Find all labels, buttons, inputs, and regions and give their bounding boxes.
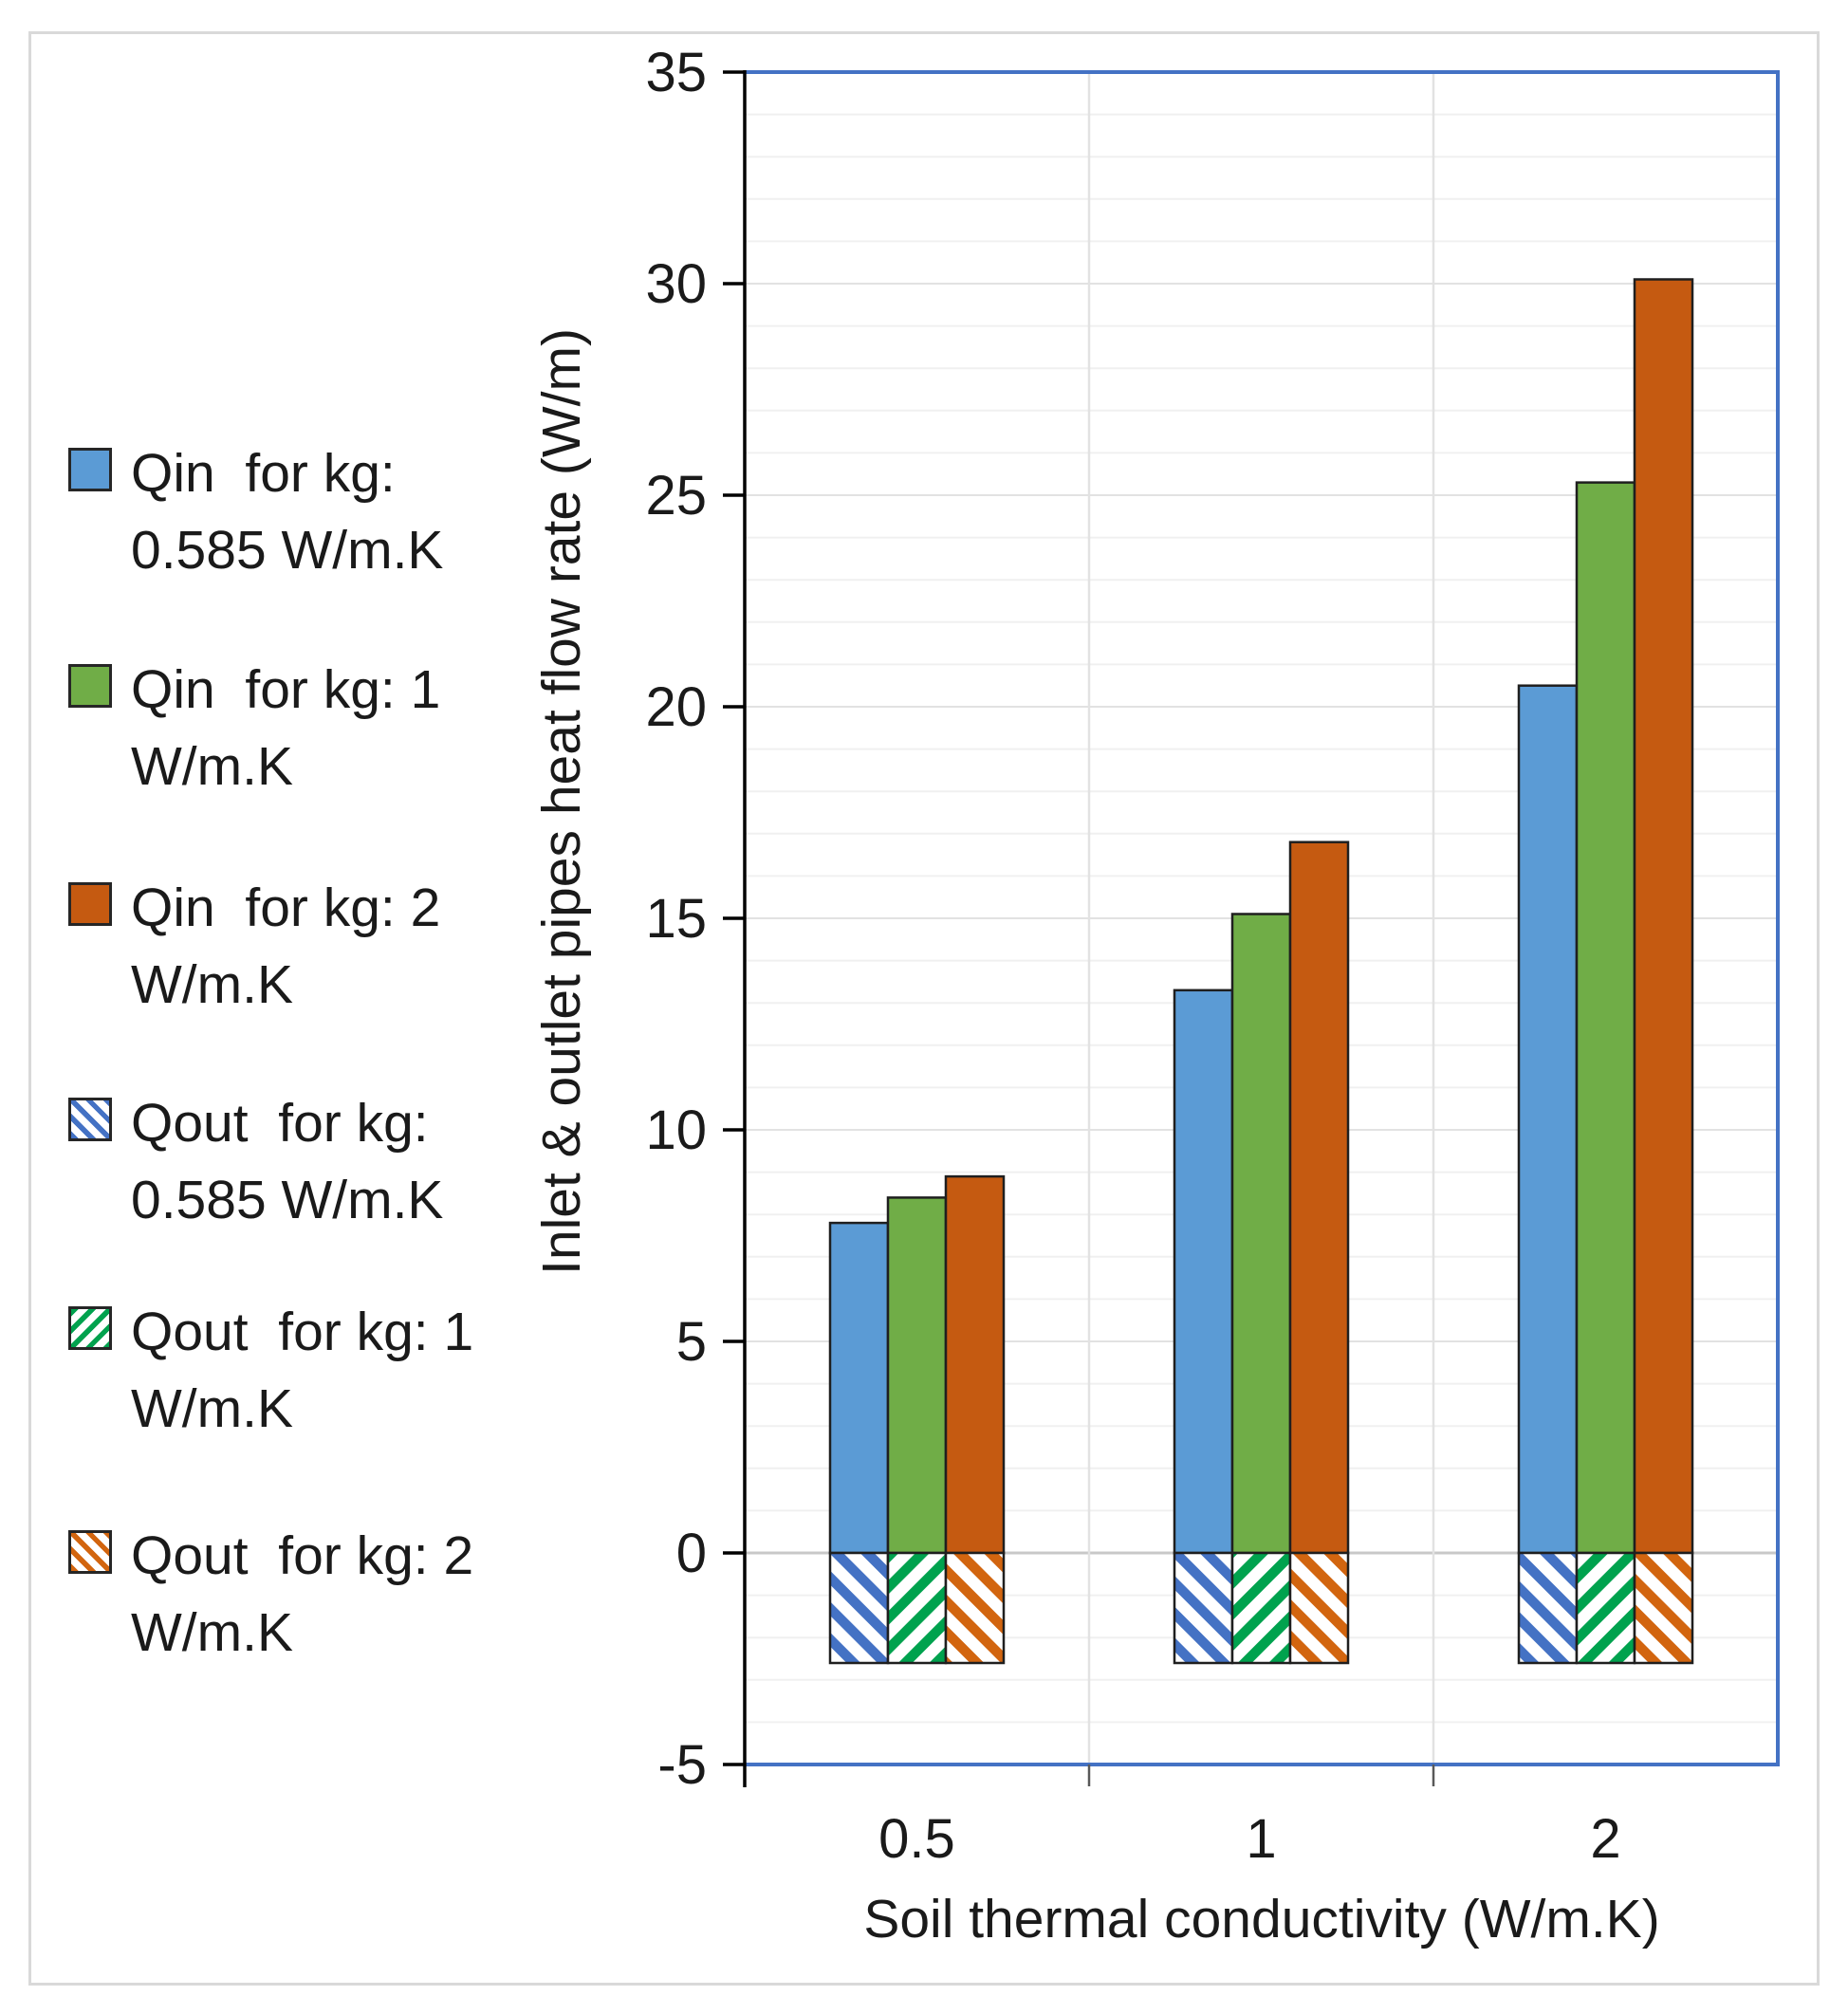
legend-swatch-hatch-icon (68, 1098, 112, 1141)
bar-series1-cat0 (886, 1196, 948, 1555)
legend-label: Qout for kg: 2 W/m.K (131, 1525, 474, 1663)
y-tick-label: 30 (645, 253, 707, 315)
bar-series2-cat2 (1633, 278, 1694, 1555)
y-tick-label: 15 (645, 888, 707, 950)
legend-item-2: Qin for kg: 2 W/m.K (68, 870, 440, 1024)
x-category-label: 1 (1246, 1808, 1276, 1870)
bar-series2-cat0 (944, 1174, 1006, 1555)
legend-label: Qin for kg: 2 W/m.K (131, 878, 441, 1015)
y-axis-title: Inlet & outlet pipes heat flow rate (W/m… (531, 328, 592, 1275)
legend-item-4: Qout for kg: 1 W/m.K (68, 1294, 473, 1448)
y-tick-label: 0 (676, 1523, 707, 1584)
x-category-label: 2 (1590, 1808, 1620, 1870)
legend-label: Qout for kg: 0.585 W/m.K (131, 1093, 444, 1230)
y-tick-label: 20 (645, 676, 707, 738)
legend-swatch-solid-icon (68, 882, 112, 926)
bar-series0-cat2 (1517, 684, 1579, 1555)
y-tick-label: -5 (657, 1734, 707, 1796)
x-category-label: 0.5 (878, 1808, 955, 1870)
legend-item-3: Qout for kg: 0.585 W/m.K (68, 1085, 443, 1239)
legend-swatch-hatch-icon (68, 1530, 112, 1574)
bar-series5-cat0 (944, 1551, 1006, 1665)
bar-series0-cat1 (1173, 989, 1234, 1555)
bar-series4-cat1 (1230, 1551, 1292, 1665)
bar-series5-cat1 (1288, 1551, 1350, 1665)
legend-item-1: Qin for kg: 1 W/m.K (68, 652, 440, 805)
y-tick-label: 35 (645, 42, 707, 103)
legend-item-0: Qin for kg: 0.585 W/m.K (68, 435, 443, 589)
legend: Qin for kg: 0.585 W/m.K Qin for kg: 1 W/m… (0, 0, 531, 2014)
bar-series5-cat2 (1633, 1551, 1694, 1665)
bar-series1-cat1 (1230, 913, 1292, 1555)
bar-series3-cat1 (1173, 1551, 1234, 1665)
x-axis: 0.5 1 2 (878, 1765, 1621, 1870)
y-tick-label: 5 (676, 1311, 707, 1373)
bar-series1-cat2 (1575, 481, 1636, 1555)
bar-series4-cat2 (1575, 1551, 1636, 1665)
y-axis: 35 30 25 20 15 10 5 0 -5 (645, 42, 747, 1796)
legend-label: Qin for kg: 1 W/m.K (131, 659, 441, 797)
x-axis-title: Soil thermal conductivity (W/m.K) (863, 1889, 1660, 1949)
legend-label: Qout for kg: 1 W/m.K (131, 1302, 474, 1439)
legend-label: Qin for kg: 0.585 W/m.K (131, 443, 444, 581)
bar-series4-cat0 (886, 1551, 948, 1665)
bars (828, 278, 1694, 1665)
plot-border (745, 70, 1780, 1766)
bar-series3-cat0 (828, 1551, 890, 1665)
bar-series3-cat2 (1517, 1551, 1579, 1665)
legend-swatch-solid-icon (68, 664, 112, 708)
legend-swatch-solid-icon (68, 448, 112, 491)
legend-swatch-hatch-icon (68, 1306, 112, 1350)
bar-series0-cat0 (828, 1221, 890, 1555)
legend-item-5: Qout for kg: 2 W/m.K (68, 1518, 473, 1672)
bar-series2-cat1 (1288, 841, 1350, 1555)
y-tick-label: 10 (645, 1099, 707, 1161)
y-tick-label: 25 (645, 465, 707, 527)
